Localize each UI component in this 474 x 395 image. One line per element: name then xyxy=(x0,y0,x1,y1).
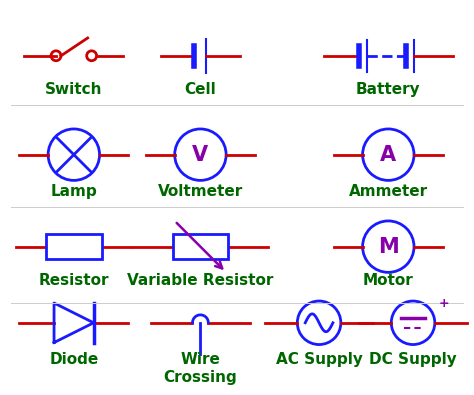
Text: Ammeter: Ammeter xyxy=(349,184,428,199)
Text: +: + xyxy=(439,297,449,310)
Text: Battery: Battery xyxy=(356,83,420,98)
Bar xyxy=(46,234,101,260)
Text: Variable Resistor: Variable Resistor xyxy=(127,273,273,288)
Bar xyxy=(173,234,228,260)
Text: A: A xyxy=(380,145,396,165)
Text: Diode: Diode xyxy=(49,352,99,367)
Text: Wire
Crossing: Wire Crossing xyxy=(164,352,237,385)
Text: DC Supply: DC Supply xyxy=(369,352,457,367)
Text: Motor: Motor xyxy=(363,273,414,288)
Text: Cell: Cell xyxy=(184,83,216,98)
Text: Voltmeter: Voltmeter xyxy=(158,184,243,199)
Text: Resistor: Resistor xyxy=(38,273,109,288)
Text: AC Supply: AC Supply xyxy=(276,352,363,367)
Text: Lamp: Lamp xyxy=(50,184,97,199)
Text: Switch: Switch xyxy=(45,83,102,98)
Text: M: M xyxy=(378,237,399,257)
Text: V: V xyxy=(192,145,209,165)
